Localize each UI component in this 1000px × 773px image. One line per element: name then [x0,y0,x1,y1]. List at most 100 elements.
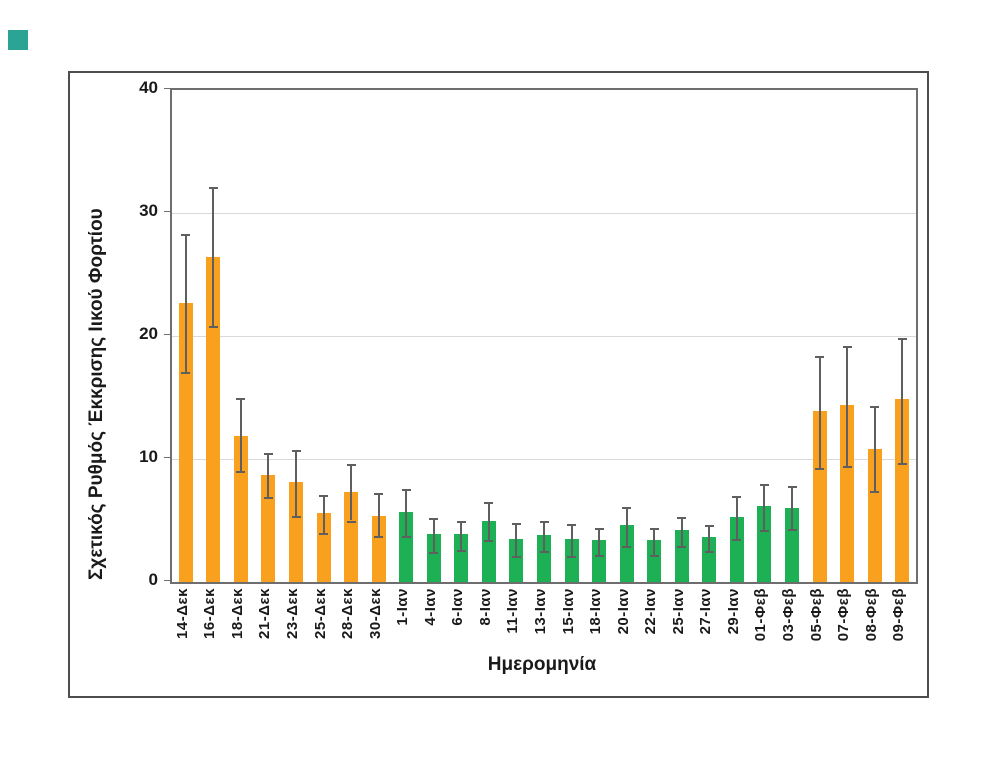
x-tick-label-27-Ιαν: 27-Ιαν [697,588,715,635]
error-cap-low-25-Ιαν [677,546,687,549]
error-bar-4-Ιαν [432,518,435,553]
error-bar-18-Ιαν [598,527,601,555]
error-bar-13-Ιαν [543,520,545,552]
error-cap-high-8-Ιαν [484,502,494,505]
error-cap-low-18-Ιαν [594,554,604,557]
error-cap-low-08-Φεβ [870,490,880,493]
error-cap-low-28-Δεκ [346,520,356,523]
error-bar-21-Δεκ [267,452,270,498]
bar-20-Ιαν [619,525,634,582]
error-cap-high-07-Φεβ [842,345,852,348]
bar-16-Δεκ [206,257,221,582]
x-tick-label-21-Δεκ: 21-Δεκ [256,588,274,639]
bar-08-Φεβ [867,449,882,582]
bar-27-Ιαν [702,536,717,582]
error-cap-high-13-Ιαν [539,520,549,523]
gridline-30 [172,213,916,214]
y-tick-label-0: 0 [148,570,158,589]
x-tick-label-13-Ιαν: 13-Ιαν [532,588,549,635]
bar-05-Φεβ [812,411,827,582]
error-cap-low-8-Ιαν [484,540,494,543]
bar-11-Ιαν [509,538,524,582]
error-bar-14-Δεκ [184,233,187,372]
bar-28-Δεκ [344,492,359,582]
x-tick-label-28-Δεκ: 28-Δεκ [339,588,357,639]
error-bar-01-Φεβ [763,483,766,531]
error-cap-high-29-Ιαν [732,495,742,498]
error-cap-low-09-Φεβ [897,462,907,465]
error-cap-low-14-Δεκ [181,371,191,374]
error-cap-high-18-Δεκ [236,397,246,400]
error-cap-high-11-Ιαν [511,522,521,525]
error-cap-low-18-Δεκ [236,471,246,474]
error-cap-high-28-Δεκ [346,463,356,466]
error-bar-23-Δεκ [295,450,297,516]
gridline-10 [172,459,916,460]
x-tick-label-07-Φεβ: 07-Φεβ [835,588,853,642]
error-cap-low-27-Ιαν [704,551,714,554]
x-tick-label-20-Ιαν: 20-Ιαν [614,588,632,635]
bar-23-Δεκ [289,482,303,582]
error-cap-high-25-Δεκ [319,494,329,497]
error-cap-low-01-Φεβ [759,530,769,533]
x-tick-label-22-Ιαν: 22-Ιαν [642,588,660,635]
error-cap-low-1-Ιαν [401,536,411,539]
bar-21-Δεκ [261,475,276,582]
error-cap-high-20-Ιαν [622,506,632,509]
y-tick-label-40: 40 [139,78,158,97]
error-cap-high-6-Ιαν [456,520,466,523]
error-bar-25-Δεκ [322,494,325,533]
error-bar-8-Ιαν [487,502,490,541]
bar-03-Φεβ [785,508,799,582]
x-tick-label-1-Ιαν: 1-Ιαν [394,588,412,626]
bar-6-Ιαν [454,534,469,582]
x-tick-label-14-Δεκ: 14-Δεκ [173,588,191,639]
error-bar-20-Ιαν [625,506,628,547]
error-bar-11-Ιαν [515,522,518,557]
error-cap-high-1-Ιαν [401,488,411,491]
bar-30-Δεκ [371,515,386,582]
y-tick-mark [164,457,170,458]
error-bar-6-Ιαν [460,520,463,551]
error-cap-high-14-Δεκ [181,233,191,236]
bar-4-Ιαν [426,534,441,582]
error-bar-22-Ιαν [653,527,656,555]
y-tick-mark [164,334,170,335]
bar-22-Ιαν [647,540,662,582]
bar-13-Ιαν [537,535,551,582]
bar-8-Ιαν [481,520,496,582]
error-bar-29-Ιαν [735,495,738,539]
error-cap-high-23-Δεκ [291,450,301,453]
x-tick-label-30-Δεκ: 30-Δεκ [366,588,384,639]
error-cap-low-07-Φεβ [842,466,852,469]
bar-09-Φεβ [895,398,910,582]
error-cap-low-15-Ιαν [567,556,577,559]
error-cap-high-01-Φεβ [759,483,769,486]
bar-01-Φεβ [757,505,772,582]
error-bar-16-Δεκ [212,187,215,327]
x-tick-label-08-Φεβ: 08-Φεβ [862,588,880,642]
teal-marker [8,30,28,50]
error-cap-low-11-Ιαν [511,556,521,559]
bar-29-Ιαν [729,516,744,582]
error-bar-30-Δεκ [377,493,380,537]
x-tick-label-05-Φεβ: 05-Φεβ [807,588,825,642]
error-cap-high-27-Ιαν [704,525,714,528]
error-cap-high-21-Δεκ [263,452,273,455]
x-axis-title: Ημερομηνία [487,654,597,675]
y-tick-label-30: 30 [139,201,158,220]
y-tick-label-10: 10 [139,447,158,466]
error-cap-high-15-Ιαν [567,524,577,527]
error-cap-high-25-Ιαν [677,516,687,519]
error-cap-high-4-Ιαν [429,518,439,521]
x-tick-label-25-Δεκ: 25-Δεκ [311,588,329,639]
gridline-20 [172,336,916,337]
error-bar-28-Δεκ [350,463,353,521]
error-cap-low-03-Φεβ [787,529,797,532]
y-tick-label-20: 20 [139,324,158,343]
x-tick-label-16-Δεκ: 16-Δεκ [201,588,219,639]
error-cap-low-30-Δεκ [374,536,384,539]
error-bar-07-Φεβ [846,345,849,467]
error-cap-low-6-Ιαν [456,550,466,553]
error-cap-low-4-Ιαν [429,552,439,555]
